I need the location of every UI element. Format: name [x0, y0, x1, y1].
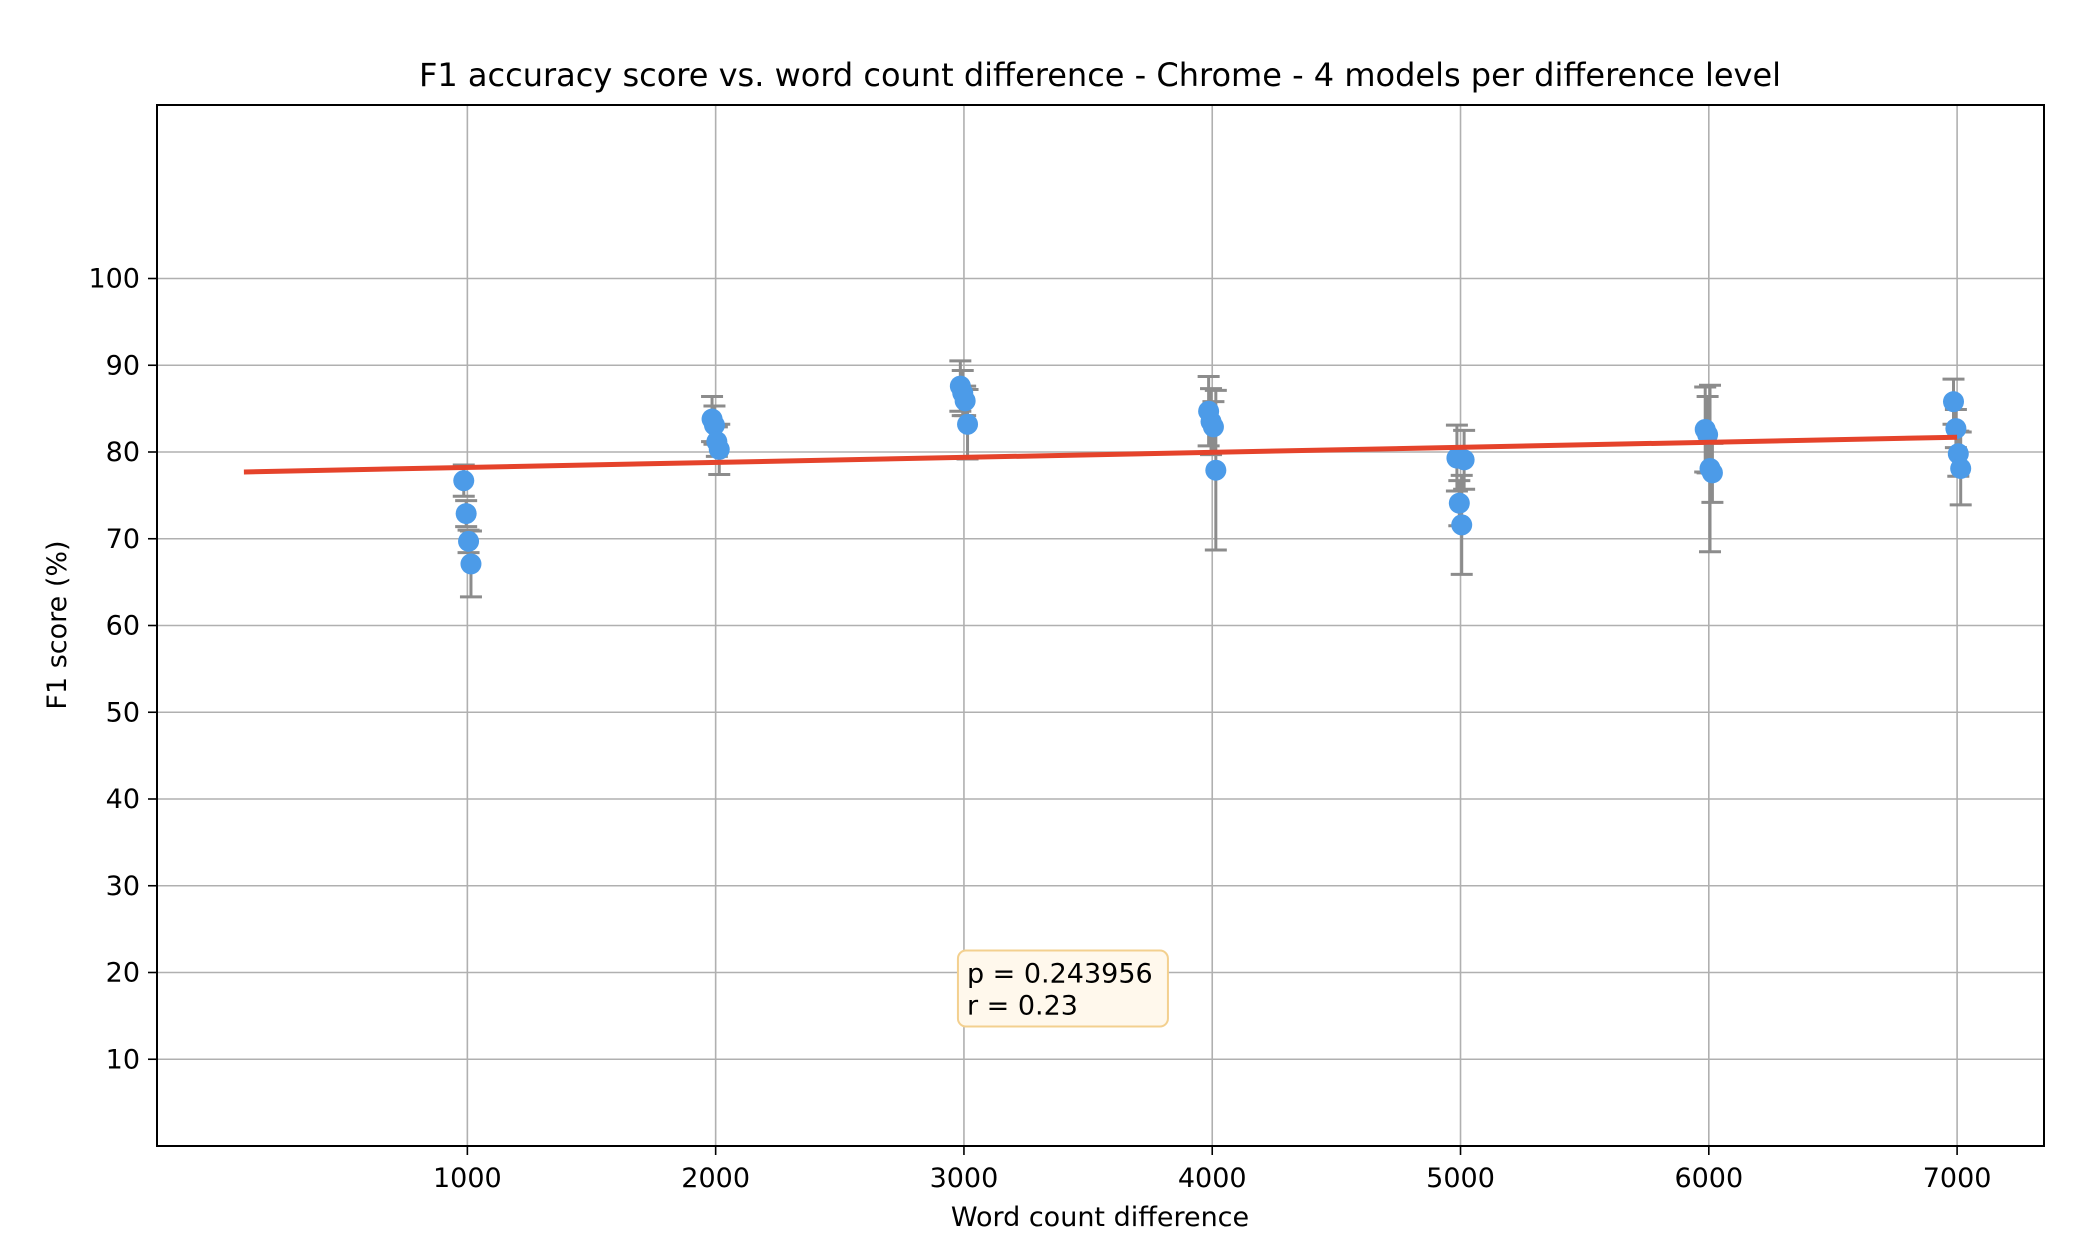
y-tick-label: 90 — [106, 350, 140, 381]
y-axis-label: F1 score (%) — [42, 540, 73, 709]
x-tick-label: 7000 — [1923, 1163, 1992, 1194]
y-tick-label: 50 — [106, 697, 140, 728]
data-point — [1205, 459, 1227, 481]
trend-layer — [243, 434, 1958, 475]
data-point — [1945, 418, 1967, 440]
x-tick-label: 2000 — [681, 1163, 750, 1194]
grid-layer — [157, 105, 2044, 1146]
annotation-frame — [956, 949, 1169, 1028]
data-point — [458, 530, 480, 552]
point-layer — [453, 375, 1972, 575]
data-point — [703, 414, 725, 436]
x-tick-label: 4000 — [1178, 1163, 1247, 1194]
x-tick-label: 1000 — [433, 1163, 502, 1194]
y-tick-label: 80 — [106, 437, 140, 468]
annotation-p-value: p = 0.243956 — [967, 959, 1153, 990]
chart-title: F1 accuracy score vs. word count differe… — [419, 56, 1781, 94]
y-tick-label: 70 — [106, 524, 140, 555]
data-point — [954, 390, 976, 412]
data-point — [1701, 462, 1723, 484]
data-point — [1448, 492, 1470, 514]
data-point — [1202, 416, 1224, 438]
data-point — [957, 413, 979, 435]
data-point — [455, 503, 477, 525]
x-axis-label: Word count difference — [951, 1202, 1249, 1233]
data-point — [1451, 514, 1473, 536]
data-point — [1950, 457, 1972, 479]
y-tick-label: 40 — [106, 784, 140, 815]
data-point — [1453, 449, 1475, 471]
data-point — [453, 470, 475, 492]
y-tick-label: 60 — [106, 611, 140, 642]
data-point — [460, 553, 482, 575]
y-tick-label: 20 — [106, 958, 140, 989]
tick-layer: 1000 2000 3000 4000 5000 6000 7000 10 20 30 40 50 60… — [88, 264, 1991, 1195]
x-tick-label: 3000 — [930, 1163, 999, 1194]
data-point — [1942, 391, 1964, 413]
y-tick-label: 30 — [106, 871, 140, 902]
trendline — [243, 434, 1958, 475]
y-tick-label: 10 — [106, 1044, 140, 1075]
y-tick-label: 100 — [88, 264, 140, 295]
x-tick-label: 6000 — [1674, 1163, 1743, 1194]
data-point — [708, 438, 730, 460]
annotation-r-value: r = 0.23 — [967, 991, 1078, 1022]
x-tick-label: 5000 — [1426, 1163, 1495, 1194]
